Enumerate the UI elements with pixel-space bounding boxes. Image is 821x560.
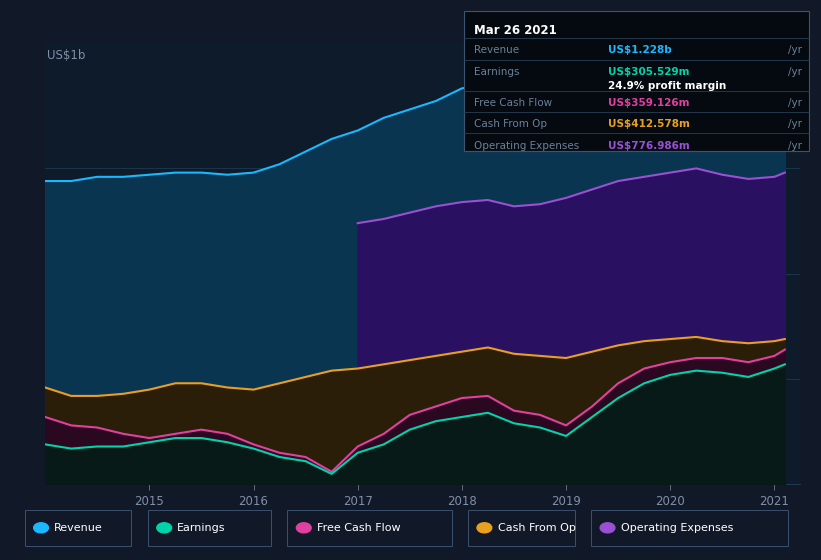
Text: /yr: /yr (788, 119, 802, 129)
Text: Revenue: Revenue (474, 45, 519, 55)
Text: /yr: /yr (788, 98, 802, 108)
Text: Cash From Op: Cash From Op (474, 119, 547, 129)
Text: Earnings: Earnings (177, 523, 226, 533)
Text: Cash From Op: Cash From Op (498, 523, 576, 533)
Text: Mar 26 2021: Mar 26 2021 (474, 24, 557, 36)
Text: US$0: US$0 (48, 454, 78, 466)
Text: /yr: /yr (788, 67, 802, 77)
Text: /yr: /yr (788, 45, 802, 55)
Text: Free Cash Flow: Free Cash Flow (474, 98, 552, 108)
Text: US$1.228b: US$1.228b (608, 45, 672, 55)
Text: US$305.529m: US$305.529m (608, 67, 689, 77)
Text: /yr: /yr (788, 141, 802, 151)
Text: Operating Expenses: Operating Expenses (474, 141, 579, 151)
Text: US$1b: US$1b (48, 49, 86, 62)
Text: US$412.578m: US$412.578m (608, 119, 690, 129)
Text: Operating Expenses: Operating Expenses (621, 523, 733, 533)
Text: US$776.986m: US$776.986m (608, 141, 690, 151)
Text: Free Cash Flow: Free Cash Flow (317, 523, 401, 533)
Text: 24.9% profit margin: 24.9% profit margin (608, 81, 726, 91)
Text: Revenue: Revenue (54, 523, 103, 533)
Text: Earnings: Earnings (474, 67, 519, 77)
Text: US$359.126m: US$359.126m (608, 98, 689, 108)
